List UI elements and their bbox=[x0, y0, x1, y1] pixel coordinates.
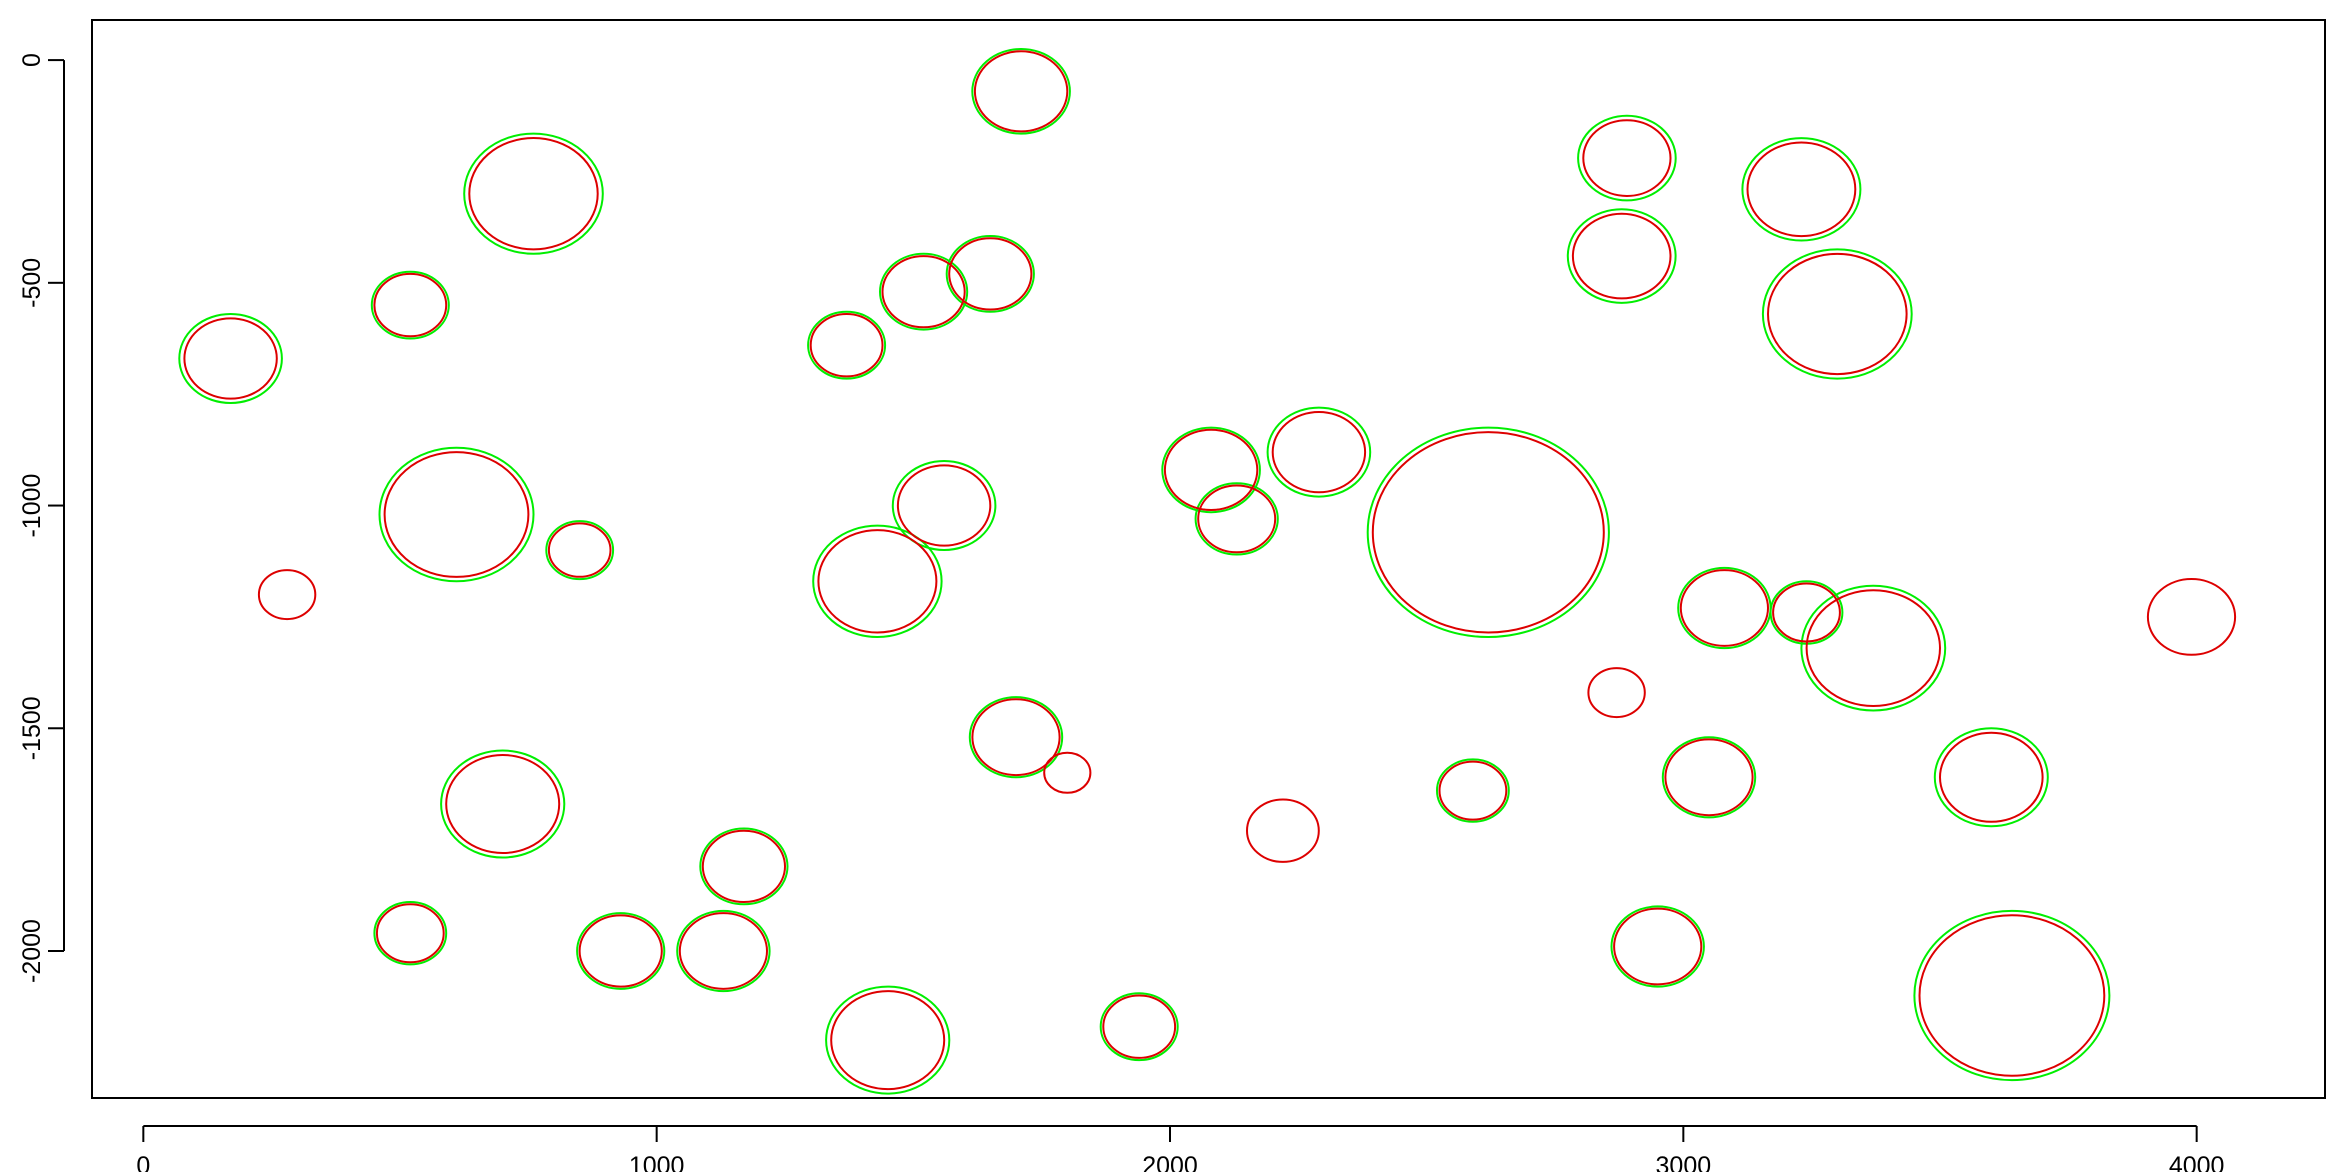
circle-mark bbox=[373, 272, 448, 338]
circle-mark bbox=[1761, 248, 1913, 380]
circle-mark bbox=[1664, 738, 1754, 817]
x-tick-label: 1000 bbox=[629, 1152, 685, 1172]
circle-mark bbox=[383, 451, 530, 578]
y-tick-label: -2000 bbox=[18, 919, 46, 983]
circle-mark bbox=[468, 137, 599, 251]
circle-mark bbox=[879, 252, 969, 331]
circle-mark bbox=[463, 132, 604, 255]
circle-mark bbox=[1266, 406, 1372, 498]
circle-mark bbox=[440, 749, 566, 859]
circle-mark bbox=[809, 313, 884, 378]
circle-mark bbox=[1102, 994, 1177, 1059]
circle-mark bbox=[375, 903, 445, 964]
circle-mark bbox=[830, 990, 946, 1091]
circle-mark bbox=[183, 317, 278, 400]
circle-mark bbox=[1587, 667, 1646, 719]
circle-mark bbox=[1582, 119, 1672, 198]
circle-mark bbox=[578, 914, 663, 988]
circle-mark bbox=[1661, 736, 1757, 819]
circle-mark bbox=[1679, 569, 1770, 647]
circle-mark bbox=[576, 912, 666, 990]
circle-mark bbox=[948, 237, 1033, 311]
y-axis: 0 -500 -1000 -1500 -2000 bbox=[18, 53, 65, 983]
circle-mark bbox=[971, 48, 1071, 135]
x-axis: 0 1000 2000 3000 4000 bbox=[136, 1125, 2225, 1172]
circle-mark bbox=[445, 754, 561, 854]
circle-mark bbox=[1566, 208, 1677, 304]
circle-mark bbox=[699, 827, 789, 906]
circle-mark bbox=[1767, 252, 1908, 376]
circle-mark bbox=[812, 524, 943, 638]
circle-mark bbox=[1571, 212, 1672, 300]
circle-mark bbox=[547, 522, 612, 578]
circle-mark bbox=[701, 829, 787, 904]
circle-mark bbox=[1800, 584, 1947, 712]
circle-mark bbox=[1194, 482, 1279, 556]
y-tick-label: -500 bbox=[18, 258, 46, 308]
circle-mark bbox=[1436, 758, 1510, 823]
circle-mark bbox=[676, 909, 771, 993]
circle-mark bbox=[1677, 566, 1772, 650]
circle-mark bbox=[678, 912, 769, 990]
circle-mark bbox=[1099, 992, 1179, 1062]
circle-mark bbox=[1913, 909, 2111, 1082]
circle-mark bbox=[1371, 431, 1605, 634]
circle-mark bbox=[1246, 798, 1320, 863]
circle-mark bbox=[370, 270, 450, 340]
circle-mark bbox=[1939, 731, 2044, 823]
circle-mark bbox=[1577, 114, 1677, 202]
circle-mark bbox=[545, 520, 615, 581]
circle-mark bbox=[973, 50, 1069, 133]
circle-mark bbox=[881, 255, 966, 329]
circles-layer bbox=[178, 48, 2237, 1095]
circle-mark bbox=[1610, 905, 1705, 988]
circle-mark bbox=[257, 569, 317, 621]
circle-mark bbox=[1366, 426, 1610, 638]
circle-mark bbox=[1197, 484, 1277, 554]
circle-mark bbox=[1741, 137, 1862, 242]
circle-mark bbox=[825, 985, 951, 1095]
circle-mark bbox=[971, 698, 1061, 777]
circle-mark bbox=[817, 529, 938, 634]
circle-mark bbox=[968, 696, 1064, 779]
circle-mark bbox=[1271, 411, 1367, 494]
circle-mark bbox=[1772, 582, 1841, 643]
circle-mark bbox=[1163, 428, 1259, 511]
circle-mark bbox=[1161, 426, 1261, 514]
circle-mark bbox=[1933, 727, 2049, 828]
circle-mark bbox=[1918, 914, 2106, 1077]
plot-frame bbox=[91, 19, 2326, 1099]
circle-mark bbox=[891, 460, 997, 551]
x-tick-label: 2000 bbox=[1142, 1152, 1198, 1172]
circle-mark bbox=[1613, 907, 1703, 986]
y-tick-label: -1500 bbox=[18, 696, 46, 760]
circle-mark bbox=[807, 310, 887, 380]
circle-mark bbox=[1805, 589, 1942, 707]
circle-mark bbox=[373, 901, 448, 966]
circle-mark bbox=[178, 313, 283, 404]
circle-mark bbox=[2146, 578, 2237, 656]
circle-mark bbox=[1043, 751, 1092, 794]
circle-mark bbox=[1438, 760, 1508, 821]
x-tick-label: 4000 bbox=[2169, 1152, 2225, 1172]
circle-mark bbox=[1746, 141, 1857, 238]
x-tick-label: 0 bbox=[136, 1152, 150, 1172]
circle-mark bbox=[896, 464, 992, 547]
circle-mark bbox=[945, 235, 1035, 313]
y-tick-label: 0 bbox=[18, 53, 46, 67]
y-tick-label: -1000 bbox=[18, 474, 46, 538]
circle-mark bbox=[1769, 580, 1844, 645]
x-tick-label: 3000 bbox=[1656, 1152, 1712, 1172]
circle-mark bbox=[378, 446, 535, 583]
